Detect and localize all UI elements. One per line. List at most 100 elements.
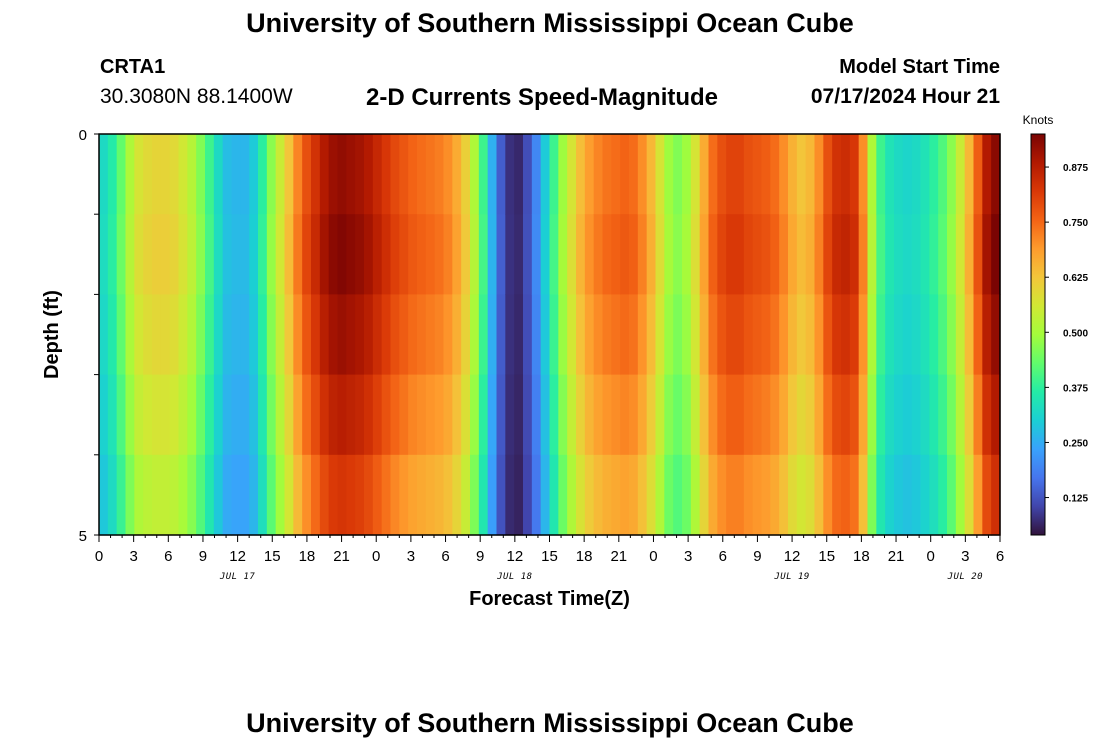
heatmap-cell xyxy=(902,214,913,295)
x-tick-label: 0 xyxy=(95,548,103,565)
heatmap-cell xyxy=(841,454,851,536)
heatmap-cell xyxy=(496,294,506,376)
heatmap-cell xyxy=(152,214,162,295)
heatmap-cell xyxy=(337,454,347,536)
date-label: JUL 20 xyxy=(947,572,984,582)
heatmap-cell xyxy=(973,374,983,456)
heatmap-cell xyxy=(611,374,621,456)
heatmap-cell xyxy=(116,454,127,536)
heatmap-cell xyxy=(231,374,241,456)
heatmap-cell xyxy=(637,134,648,215)
heatmap-cell xyxy=(134,134,144,215)
heatmap-cell xyxy=(205,134,215,215)
heatmap-cell xyxy=(620,374,630,456)
heatmap-cell xyxy=(328,454,339,536)
heatmap-cell xyxy=(443,134,453,215)
heatmap-cell xyxy=(602,374,612,456)
heatmap-cell xyxy=(470,374,480,456)
heatmap-cell xyxy=(620,294,630,376)
heatmap-cell xyxy=(116,374,127,456)
heatmap-cell xyxy=(947,294,957,376)
heatmap-cell xyxy=(964,454,975,536)
heatmap-cell xyxy=(178,134,188,215)
heatmap-cell xyxy=(319,454,330,536)
x-tick-label: 12 xyxy=(507,548,524,565)
heatmap-cell xyxy=(205,214,215,295)
heatmap-cell xyxy=(779,374,789,456)
heatmap-cell xyxy=(372,454,383,536)
heatmap-cell xyxy=(443,374,453,456)
x-tick-label: 9 xyxy=(476,548,484,565)
heatmap-cell xyxy=(152,134,162,215)
heatmap-cell xyxy=(911,134,922,215)
heatmap-cell xyxy=(425,214,436,295)
heatmap-cell xyxy=(858,454,869,536)
heatmap-cell xyxy=(576,134,586,215)
heatmap-cell xyxy=(231,214,241,295)
heatmap-cell xyxy=(752,374,763,456)
heatmap-cell xyxy=(425,294,436,376)
heatmap-cell xyxy=(540,374,551,456)
heatmap-cell xyxy=(169,214,180,295)
heatmap-cell xyxy=(620,134,630,215)
heatmap-cell xyxy=(690,374,701,456)
heatmap-cell xyxy=(991,134,1001,215)
heatmap-cell xyxy=(523,294,533,376)
heatmap-cell xyxy=(523,454,533,536)
heatmap-cell xyxy=(770,214,780,295)
heatmap-cell xyxy=(160,454,171,536)
heatmap-cell xyxy=(452,374,462,456)
heatmap-cell xyxy=(213,134,224,215)
heatmap-cell xyxy=(399,214,409,295)
heatmap-cell xyxy=(814,214,824,295)
x-tick-label: 18 xyxy=(299,548,316,565)
heatmap-cell xyxy=(302,294,312,376)
heatmap-cell xyxy=(841,214,851,295)
heatmap-cell xyxy=(249,374,259,456)
heatmap-cell xyxy=(885,214,895,295)
heatmap-cell xyxy=(955,214,966,295)
colorbar-tick-label: 0.875 xyxy=(1063,163,1088,174)
heatmap-cell xyxy=(920,134,930,215)
heatmap-cell xyxy=(620,214,630,295)
heatmap-cell xyxy=(726,134,736,215)
heatmap-cell xyxy=(169,454,180,536)
heatmap-cell xyxy=(876,294,886,376)
heatmap-cell xyxy=(187,214,197,295)
heatmap-cell xyxy=(911,454,922,536)
heatmap-cell xyxy=(417,374,427,456)
heatmap-cell xyxy=(328,374,339,456)
heatmap-cell xyxy=(576,294,586,376)
heatmap-cell xyxy=(143,294,153,376)
heatmap-cell xyxy=(673,454,683,536)
heatmap-cell xyxy=(346,374,356,456)
station-id: CRTA1 xyxy=(100,56,166,78)
heatmap-cell xyxy=(938,134,948,215)
heatmap-cell xyxy=(832,454,842,536)
heatmap-cell xyxy=(99,214,109,295)
heatmap-cell xyxy=(523,134,533,215)
heatmap-cell xyxy=(249,454,259,536)
heatmap-cell xyxy=(293,454,303,536)
heatmap-cell xyxy=(381,134,392,215)
heatmap-cell xyxy=(894,294,904,376)
heatmap-cell xyxy=(266,294,277,376)
heatmap-cell xyxy=(620,454,630,536)
heatmap-cell xyxy=(576,454,586,536)
heatmap-cell xyxy=(593,294,604,376)
heatmap-cell xyxy=(266,374,277,456)
heatmap-cell xyxy=(399,454,409,536)
heatmap-cell xyxy=(682,214,692,295)
heatmap-cell xyxy=(425,374,436,456)
heatmap-cell xyxy=(434,294,445,376)
colorbar-tick-label: 0.750 xyxy=(1063,218,1088,229)
heatmap-cell xyxy=(231,454,241,536)
heatmap-cell xyxy=(355,374,365,456)
heatmap-cell xyxy=(531,294,542,376)
heatmap-cell xyxy=(982,134,992,215)
heatmap-cell xyxy=(726,374,736,456)
heatmap-cell xyxy=(584,214,595,295)
x-tick-label: 15 xyxy=(264,548,281,565)
heatmap-cell xyxy=(876,374,886,456)
heatmap-cell xyxy=(487,294,498,376)
